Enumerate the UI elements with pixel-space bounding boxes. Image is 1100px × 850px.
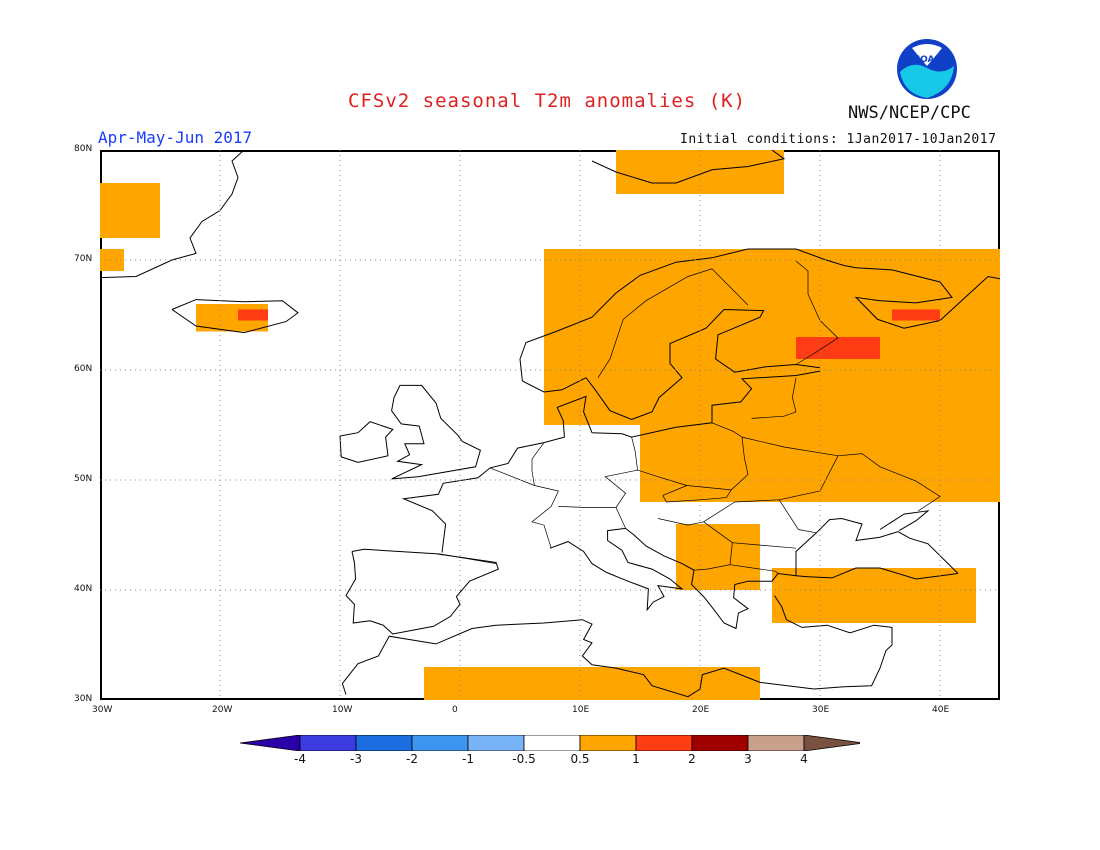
country-border xyxy=(531,442,545,486)
colorbar-label: 2 xyxy=(688,752,696,766)
lon-label: 20E xyxy=(692,705,710,715)
country-border xyxy=(597,268,749,378)
coastline xyxy=(171,299,299,334)
lat-label: 40N xyxy=(74,584,93,594)
anomaly-region xyxy=(238,309,268,321)
lon-label: 10E xyxy=(572,705,590,715)
colorbar-segment xyxy=(635,735,693,751)
coastline xyxy=(519,248,1000,382)
country-border xyxy=(604,422,749,508)
coastline xyxy=(100,150,245,279)
colorbar-segment xyxy=(240,735,301,751)
coastline xyxy=(773,595,893,645)
country-border xyxy=(729,564,779,574)
anomaly-region xyxy=(100,249,124,271)
country-border xyxy=(751,377,797,419)
lon-label: 10W xyxy=(332,705,353,715)
agency-label: NWS/NCEP/CPC xyxy=(848,103,971,123)
season-label: Apr-May-Jun 2017 xyxy=(98,128,253,147)
colorbar-segment xyxy=(579,735,637,751)
coastline xyxy=(795,517,959,576)
country-border xyxy=(741,436,941,512)
colorbar-label: -1 xyxy=(462,752,474,766)
coastline xyxy=(341,619,893,698)
anomaly-region xyxy=(796,337,880,359)
anomaly-map xyxy=(100,150,1000,700)
noaa-logo: NOAA xyxy=(897,39,957,99)
colorbar-segment xyxy=(411,735,469,751)
anomaly-region xyxy=(772,568,976,623)
colorbar-label: 3 xyxy=(744,752,752,766)
country-border xyxy=(732,542,797,549)
lat-label: 30N xyxy=(74,694,93,704)
coastline xyxy=(522,308,821,421)
colorbar-segment xyxy=(747,735,805,751)
lat-label: 60N xyxy=(74,364,93,374)
country-border xyxy=(662,489,732,503)
lat-label: 50N xyxy=(74,474,93,484)
coastline xyxy=(339,421,394,463)
coastline xyxy=(391,384,481,480)
anomaly-region xyxy=(616,150,784,194)
colorbar-label: 0.5 xyxy=(570,752,590,766)
country-border xyxy=(662,485,687,496)
lon-label: 20W xyxy=(212,705,233,715)
colorbar-segment xyxy=(467,735,525,751)
lon-label: 30E xyxy=(812,705,830,715)
coastline xyxy=(591,150,786,184)
colorbar-segment xyxy=(355,735,413,751)
country-border xyxy=(438,553,497,564)
country-border xyxy=(657,501,735,526)
colorbar-label: -3 xyxy=(350,752,362,766)
anomaly-region xyxy=(424,667,760,700)
colorbar-segment xyxy=(299,735,357,751)
country-border xyxy=(631,437,638,471)
coastline xyxy=(549,527,684,612)
colorbar-label: 1 xyxy=(632,752,640,766)
colorbar-segment xyxy=(691,735,749,751)
anomaly-region xyxy=(676,524,760,590)
country-border xyxy=(489,467,559,549)
colorbar-segment xyxy=(523,735,581,751)
country-border xyxy=(558,506,626,529)
lon-label: 40E xyxy=(932,705,950,715)
logo-text: NOAA xyxy=(913,55,942,65)
anomaly-region xyxy=(100,183,160,238)
country-border xyxy=(734,499,817,534)
lat-label: 70N xyxy=(74,254,93,264)
lon-label: 0 xyxy=(452,705,458,715)
colorbar-label: -0.5 xyxy=(512,752,536,766)
chart-title: CFSv2 seasonal T2m anomalies (K) xyxy=(348,90,747,112)
colorbar-label: -4 xyxy=(294,752,306,766)
colorbar-segment xyxy=(803,735,860,751)
coastline xyxy=(345,548,500,635)
anomaly-region xyxy=(892,309,940,321)
lon-label: 30W xyxy=(92,705,113,715)
coastline xyxy=(879,510,930,532)
colorbar-label: -2 xyxy=(406,752,418,766)
colorbar xyxy=(240,735,860,751)
lat-label: 80N xyxy=(74,144,93,154)
initial-conditions-label: Initial conditions: 1Jan2017-10Jan2017 xyxy=(680,132,997,147)
coastline xyxy=(401,370,821,553)
coastline xyxy=(625,528,959,630)
colorbar-label: 4 xyxy=(800,752,808,766)
